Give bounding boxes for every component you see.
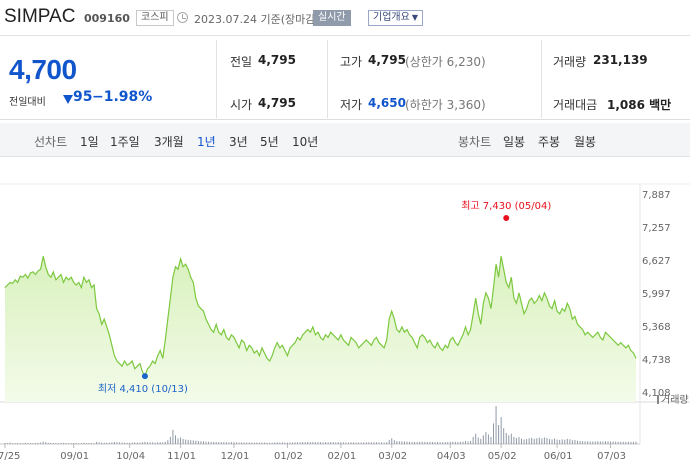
candle-weekly[interactable]: 주봉: [538, 135, 561, 149]
x-tick-label: 11/01: [167, 451, 196, 462]
period-5y[interactable]: 5년: [260, 135, 279, 149]
summary-divider: [216, 40, 217, 118]
open-value: 4,795: [258, 96, 296, 110]
trade-amount-label: 거래대금: [553, 98, 598, 112]
company-overview-label: 기업개요: [373, 12, 410, 23]
period-selector: 선차트 1일 1주일 3개월 1년 3년 5년 10년 봉차트 일봉 주봉 월봉: [0, 123, 690, 157]
y-tick-label: 4,108: [642, 388, 671, 399]
volume-value: 231,139: [593, 53, 648, 67]
low-label: 저가: [340, 98, 363, 112]
x-tick-label: 04/03: [437, 451, 466, 462]
change-label: 전일대비: [9, 97, 46, 108]
y-tick-label: 6,627: [642, 256, 671, 267]
x-tick-label: 06/01: [544, 451, 573, 462]
x-tick-label: 09/01: [60, 451, 89, 462]
candle-chart-label: 봉차트: [458, 135, 492, 149]
y-tick-label: 4,738: [642, 355, 671, 366]
summary-divider: [327, 40, 328, 118]
change-percent: −1.98%: [92, 89, 153, 105]
stock-code: 009160: [84, 12, 130, 25]
period-3m[interactable]: 3개월: [154, 135, 184, 149]
x-tick-label: 05/02: [488, 451, 517, 462]
x-tick-label: 03/02: [378, 451, 407, 462]
company-overview-dropdown[interactable]: 기업개요 ▼: [368, 10, 423, 26]
volume-label: 거래량: [553, 55, 587, 69]
upper-limit: (상한가 6,230): [405, 55, 486, 69]
y-tick-label: 7,887: [642, 190, 671, 201]
candle-daily[interactable]: 일봉: [503, 135, 526, 149]
market-badge: 코스피: [136, 10, 174, 26]
stock-header: SIMPAC 009160 코스피 2023.07.24 기준(장마감) 실시간…: [0, 0, 690, 36]
prev-close-label: 전일: [230, 55, 253, 69]
stock-name: SIMPAC: [4, 6, 76, 27]
low-annotation: 최저 4,410 (10/13): [98, 383, 188, 395]
volume-legend-mark: [657, 395, 659, 404]
x-tick-label: 12/01: [221, 451, 250, 462]
x-tick-label: 01/02: [274, 451, 303, 462]
x-tick-label: 02/01: [327, 451, 356, 462]
period-1d[interactable]: 1일: [80, 135, 99, 149]
prev-close-value: 4,795: [258, 53, 296, 67]
y-tick-label: 5,368: [642, 322, 671, 333]
clock-icon: [177, 12, 188, 23]
period-1w[interactable]: 1주일: [110, 135, 140, 149]
y-tick-label: 7,257: [642, 223, 671, 234]
period-10y[interactable]: 10년: [292, 135, 319, 149]
period-3y[interactable]: 3년: [229, 135, 248, 149]
high-value: 4,795: [368, 53, 406, 67]
x-tick-label: 10/04: [116, 451, 145, 462]
down-arrow-icon: [63, 95, 73, 104]
trade-amount-value: 1,086 백만: [607, 98, 672, 112]
lower-limit: (하한가 3,360): [405, 98, 486, 112]
period-1y[interactable]: 1년: [197, 135, 216, 149]
candle-monthly[interactable]: 월봉: [574, 135, 597, 149]
high-annotation: 최고 7,430 (05/04): [461, 200, 551, 212]
price-line: [4, 256, 637, 378]
y-tick-label: 5,997: [642, 289, 671, 300]
open-label: 시가: [230, 98, 253, 112]
current-price: 4,700: [9, 54, 77, 85]
summary-divider: [541, 40, 542, 118]
reference-date: 2023.07.24 기준(장마감): [194, 13, 320, 26]
line-chart-label: 선차트: [34, 135, 68, 149]
change-value: 95: [73, 89, 93, 105]
price-summary: [0, 38, 690, 120]
x-tick-label: 07/25: [0, 451, 20, 462]
realtime-button[interactable]: 실시간: [313, 10, 351, 26]
volume-legend-label: 거래량: [661, 394, 689, 406]
high-marker: [503, 214, 510, 221]
high-label: 고가: [340, 55, 363, 69]
chevron-down-icon: ▼: [411, 13, 418, 22]
low-value: 4,650: [368, 96, 406, 110]
low-marker: [141, 373, 148, 380]
price-area: [5, 256, 636, 402]
x-tick-label: 07/03: [597, 451, 626, 462]
